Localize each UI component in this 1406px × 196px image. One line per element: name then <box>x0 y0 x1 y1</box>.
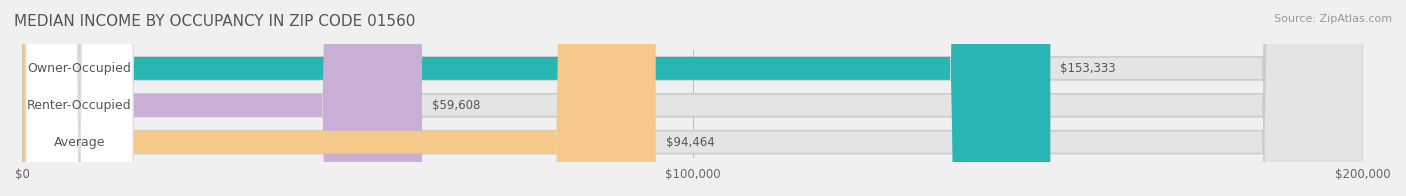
FancyBboxPatch shape <box>25 0 134 196</box>
FancyBboxPatch shape <box>22 0 1364 196</box>
Text: $94,464: $94,464 <box>666 136 714 149</box>
FancyBboxPatch shape <box>22 0 422 196</box>
Text: Owner-Occupied: Owner-Occupied <box>28 62 131 75</box>
Text: Average: Average <box>53 136 105 149</box>
Text: Renter-Occupied: Renter-Occupied <box>27 99 132 112</box>
FancyBboxPatch shape <box>22 0 1364 196</box>
FancyBboxPatch shape <box>22 0 1050 196</box>
Text: Source: ZipAtlas.com: Source: ZipAtlas.com <box>1274 14 1392 24</box>
FancyBboxPatch shape <box>22 0 655 196</box>
FancyBboxPatch shape <box>22 0 1364 196</box>
Text: MEDIAN INCOME BY OCCUPANCY IN ZIP CODE 01560: MEDIAN INCOME BY OCCUPANCY IN ZIP CODE 0… <box>14 14 415 29</box>
Text: $153,333: $153,333 <box>1060 62 1116 75</box>
FancyBboxPatch shape <box>25 0 134 196</box>
FancyBboxPatch shape <box>25 0 134 196</box>
Text: $59,608: $59,608 <box>432 99 481 112</box>
